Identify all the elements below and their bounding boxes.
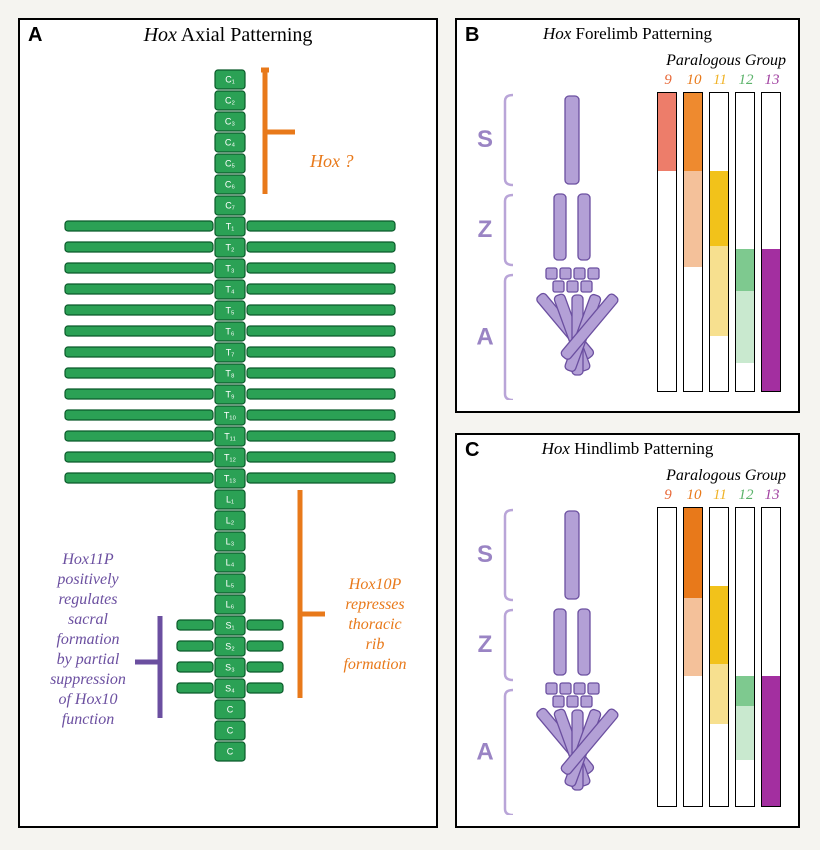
svg-text:L₆: L₆ <box>226 600 235 610</box>
panel-hindlimb: C Hox Hindlimb Patterning Paralogous Gro… <box>455 433 800 828</box>
svg-text:S: S <box>477 126 493 153</box>
panel-b-numbers: 910111213 <box>655 72 785 89</box>
paralog-number-10: 10 <box>681 72 707 89</box>
svg-text:T₁: T₁ <box>226 222 235 232</box>
paralog-number-13: 13 <box>759 487 785 504</box>
svg-text:C₅: C₅ <box>225 159 235 169</box>
hindlimb-diagram: S Z A <box>467 505 627 815</box>
paralog-bar-13 <box>761 92 781 392</box>
svg-text:T₈: T₈ <box>225 369 234 379</box>
panel-c-bars <box>657 507 781 807</box>
paralog-bar-10 <box>683 507 703 807</box>
panel-c-limb-region: S Z A <box>467 505 627 815</box>
svg-text:C₇: C₇ <box>225 201 235 211</box>
svg-text:T₃: T₃ <box>225 264 234 274</box>
panel-axial: A Hox Axial Patterning C₁C₂C₃C₄C₅C₆C₇T₁T… <box>18 18 438 828</box>
svg-text:A: A <box>476 739 493 766</box>
svg-text:T₅: T₅ <box>225 306 234 316</box>
annot-hox-question: Hox ? <box>310 150 354 173</box>
svg-text:T₂: T₂ <box>226 243 235 253</box>
svg-text:C₆: C₆ <box>225 180 235 190</box>
paralog-number-12: 12 <box>733 487 759 504</box>
svg-text:L₄: L₄ <box>226 558 235 568</box>
svg-text:S₄: S₄ <box>225 684 235 694</box>
paralog-number-12: 12 <box>733 72 759 89</box>
panel-c-title: Hox Hindlimb Patterning <box>457 439 798 459</box>
paralog-bar-11 <box>709 92 729 392</box>
panel-b-subtitle: Paralogous Group <box>666 52 786 70</box>
svg-text:C: C <box>227 705 234 715</box>
svg-text:L₁: L₁ <box>226 495 234 505</box>
paralog-number-9: 9 <box>655 72 681 89</box>
paralog-bar-12 <box>735 507 755 807</box>
paralog-bar-9 <box>657 92 677 392</box>
svg-text:S: S <box>477 541 493 568</box>
svg-text:L₅: L₅ <box>226 579 235 589</box>
svg-text:C₁: C₁ <box>225 75 235 85</box>
svg-text:S₃: S₃ <box>225 663 235 673</box>
svg-text:A: A <box>476 324 493 351</box>
panel-forelimb: B Hox Forelimb Patterning Paralogous Gro… <box>455 18 800 413</box>
forelimb-diagram: S Z A <box>467 90 627 400</box>
panel-b-limb-region: S Z A <box>467 90 627 400</box>
svg-text:T₁₀: T₁₀ <box>224 411 237 421</box>
svg-text:T₄: T₄ <box>225 285 234 295</box>
svg-text:S₁: S₁ <box>225 621 234 631</box>
svg-text:T₁₃: T₁₃ <box>224 474 237 484</box>
svg-text:Z: Z <box>478 216 493 243</box>
annot-hox10p: Hox10Prepressesthoracicribformation <box>320 575 430 675</box>
paralog-number-11: 11 <box>707 72 733 89</box>
svg-text:Z: Z <box>478 631 493 658</box>
paralog-bar-10 <box>683 92 703 392</box>
svg-text:S₂: S₂ <box>225 642 235 652</box>
svg-text:C₄: C₄ <box>225 138 235 148</box>
panel-c-numbers: 910111213 <box>655 487 785 504</box>
svg-text:L₃: L₃ <box>226 537 235 547</box>
svg-text:L₂: L₂ <box>226 516 235 526</box>
svg-text:T₇: T₇ <box>226 348 235 358</box>
paralog-number-10: 10 <box>681 487 707 504</box>
svg-text:C: C <box>227 726 234 736</box>
panel-a-title: Hox Axial Patterning <box>20 24 436 47</box>
paralog-bar-13 <box>761 507 781 807</box>
paralog-bar-11 <box>709 507 729 807</box>
svg-text:T₆: T₆ <box>225 327 234 337</box>
panel-b-title: Hox Forelimb Patterning <box>457 24 798 44</box>
annot-hox11p: Hox11Ppositivelyregulatessacralformation… <box>28 550 148 730</box>
svg-text:T₁₂: T₁₂ <box>224 453 237 463</box>
svg-text:T₁₁: T₁₁ <box>224 432 236 442</box>
svg-text:C₃: C₃ <box>225 117 235 127</box>
panel-b-bars <box>657 92 781 392</box>
svg-text:T₉: T₉ <box>225 390 234 400</box>
svg-text:C: C <box>227 747 234 757</box>
paralog-number-11: 11 <box>707 487 733 504</box>
paralog-number-13: 13 <box>759 72 785 89</box>
panel-c-subtitle: Paralogous Group <box>666 467 786 485</box>
paralog-bar-12 <box>735 92 755 392</box>
paralog-bar-9 <box>657 507 677 807</box>
svg-text:C₂: C₂ <box>225 96 235 106</box>
paralog-number-9: 9 <box>655 487 681 504</box>
